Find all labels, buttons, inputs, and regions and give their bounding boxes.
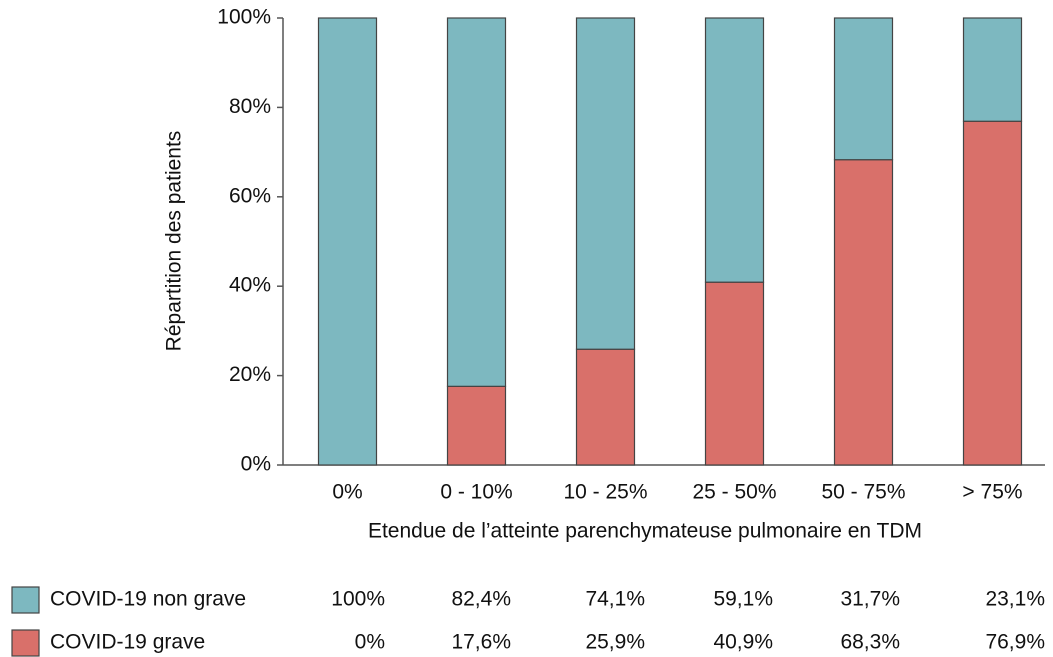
table-value: 17,6% xyxy=(451,631,511,654)
y-tick-label: 80% xyxy=(229,95,271,118)
table-value: 68,3% xyxy=(840,631,900,654)
table-value: 23,1% xyxy=(985,588,1045,611)
y-axis-label: Répartition des patients xyxy=(163,131,186,352)
x-axis-label: Etendue de l’atteinte parenchymateuse pu… xyxy=(368,520,922,543)
table-value: 76,9% xyxy=(985,631,1045,654)
y-tick-label: 40% xyxy=(229,274,271,297)
table-value: 74,1% xyxy=(585,588,645,611)
x-tick-label: > 75% xyxy=(962,481,1022,504)
legend-label: COVID-19 grave xyxy=(50,631,205,654)
bar-segment xyxy=(833,17,894,161)
y-tick-label: 20% xyxy=(229,363,271,386)
legend-swatch xyxy=(11,586,40,614)
y-tick-label: 0% xyxy=(241,453,271,476)
y-tick-label: 60% xyxy=(229,184,271,207)
x-tick-label: 0 - 10% xyxy=(440,481,512,504)
bar-segment xyxy=(962,120,1023,466)
bar-segment xyxy=(575,348,636,466)
bar-segment xyxy=(575,17,636,350)
table-value: 31,7% xyxy=(840,588,900,611)
x-tick-label: 0% xyxy=(332,481,362,504)
bar-segment xyxy=(446,385,507,466)
bar-segment xyxy=(704,17,765,283)
legend-label: COVID-19 non grave xyxy=(50,588,246,611)
bar-segment xyxy=(317,17,378,466)
legend-swatch xyxy=(11,629,40,657)
table-value: 25,9% xyxy=(585,631,645,654)
table-value: 40,9% xyxy=(713,631,773,654)
table-value: 59,1% xyxy=(713,588,773,611)
x-tick-label: 25 - 50% xyxy=(692,481,776,504)
bar-segment xyxy=(962,17,1023,122)
x-tick-label: 10 - 25% xyxy=(563,481,647,504)
table-value: 100% xyxy=(331,588,385,611)
y-tick-label: 100% xyxy=(217,6,271,29)
bar-segment xyxy=(704,281,765,466)
x-tick-label: 50 - 75% xyxy=(821,481,905,504)
bar-segment xyxy=(833,159,894,466)
table-value: 0% xyxy=(355,631,385,654)
bar-segment xyxy=(446,17,507,387)
table-value: 82,4% xyxy=(451,588,511,611)
